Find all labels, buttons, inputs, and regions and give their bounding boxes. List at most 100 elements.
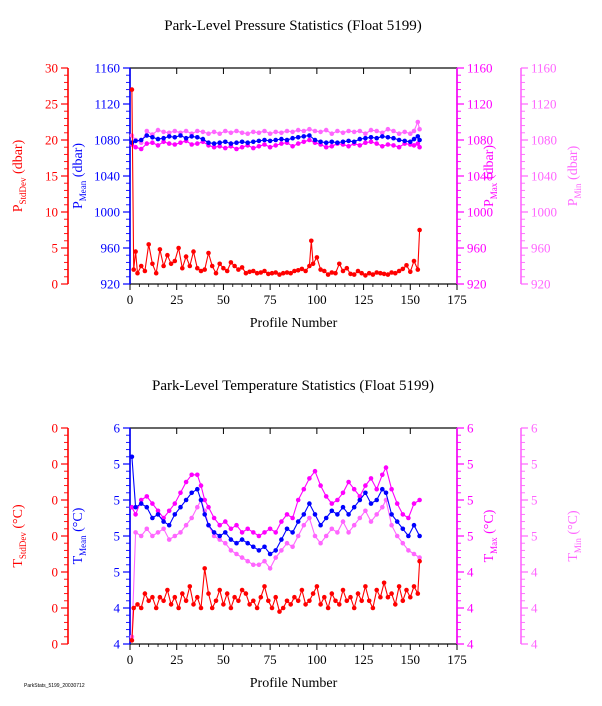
temperature-min-tick-label: 6 [531, 421, 538, 436]
pressure-stddev-point [400, 266, 406, 272]
temperature-mean-point [202, 512, 207, 517]
pressure-min-point [166, 130, 172, 136]
temperature-mean-point [195, 486, 200, 492]
pressure-stddev-point [187, 263, 193, 269]
pressure-stddev-point [142, 268, 148, 274]
pressure-max-point [166, 141, 172, 146]
temperature-max-point [380, 472, 385, 478]
temperature-stddev-point [138, 605, 144, 611]
pressure-max-point [368, 139, 374, 145]
pressure-stddev-point [131, 267, 136, 272]
pressure-mean-point [385, 135, 391, 140]
temperature-stddev-point [359, 598, 365, 604]
pressure-min-point [234, 128, 239, 134]
temperature-mean-point [284, 526, 290, 532]
pressure-min-point [195, 128, 200, 134]
temperature-max-axis-label: TMax (°C) [482, 509, 499, 562]
temperature-x-tick-label: 100 [307, 652, 327, 667]
pressure-max-point [195, 141, 200, 146]
temperature-stddev-point [374, 587, 380, 593]
temperature-min-point [329, 526, 335, 532]
pressure-min-axis-label: PMin (dbar) [566, 145, 583, 206]
pressure-mean-point [368, 135, 374, 140]
temperature-max-point [267, 526, 273, 532]
temperature-min-point [307, 515, 312, 521]
pressure-mean-point [380, 134, 385, 139]
pressure-stddev-point [254, 270, 260, 276]
temperature-mean-point [340, 504, 346, 510]
temperature-min-point [411, 551, 417, 557]
pressure-max-tick-label: 1000 [467, 205, 493, 220]
pressure-mean-point [307, 133, 312, 138]
pressure-min-tick-label: 1160 [531, 61, 557, 76]
temperature-min-point [301, 522, 307, 528]
temperature-mean-point [155, 512, 161, 517]
pressure-min-point [245, 131, 250, 136]
pressure-mean-point [138, 137, 144, 143]
temperature-max-point [198, 483, 204, 488]
pressure-stddev-point [299, 266, 305, 272]
temperature-min-point [374, 512, 380, 517]
temperature-min-point [284, 540, 290, 546]
temperature-stddev-point [400, 598, 406, 604]
temperature-stddev-point [385, 594, 391, 600]
pressure-max-point [357, 143, 363, 148]
temperature-mean-point [217, 533, 222, 539]
temperature-min-point [150, 533, 155, 539]
temperature-max-point [262, 530, 267, 535]
pressure-stddev-point [135, 270, 140, 276]
temperature-stddev-point [273, 594, 279, 600]
temperature-mean-point [380, 486, 385, 492]
temperature-stddev-point [389, 591, 394, 596]
temperature-stddev-point [363, 584, 368, 589]
temperature-mean-point [400, 526, 406, 532]
pressure-min-point [172, 128, 178, 134]
temperature-max-point [374, 486, 380, 492]
pressure-mean-point [273, 137, 279, 143]
temperature-min-point [166, 537, 172, 542]
temperature-max-point [206, 504, 211, 510]
temperature-mean-point [329, 508, 335, 514]
pressure-min-tick-label: 960 [531, 241, 551, 256]
pressure-mean-point [211, 141, 217, 146]
temperature-max-point [312, 468, 318, 474]
pressure-stddev-point [378, 270, 383, 276]
temperature-stddev-point [213, 598, 219, 604]
pressure-stddev-point [150, 261, 155, 267]
pressure-mean-tick-label: 920 [101, 277, 121, 292]
temperature-max-point [211, 515, 217, 521]
pressure-max-point [267, 144, 273, 150]
temperature-x-tick-label: 50 [217, 652, 230, 667]
temperature-stddev-tick-label: 0 [52, 421, 59, 436]
temperature-stddev-point [191, 602, 196, 607]
pressure-x-tick-label: 125 [354, 292, 374, 307]
pressure-stddev-point [228, 260, 234, 265]
temperature-max-point [417, 497, 422, 503]
temperature-min-point [380, 504, 385, 510]
temperature-min-point [368, 519, 374, 524]
pressure-stddev-point [404, 263, 409, 268]
temperature-stddev-point [333, 598, 338, 604]
temperature-stddev-point [322, 594, 327, 600]
pressure-min-point [391, 128, 396, 134]
pressure-mean-point [262, 137, 267, 143]
pressure-max-point [150, 140, 155, 145]
temperature-x-tick-label: 150 [401, 652, 421, 667]
temperature-mean-point [133, 504, 138, 510]
temperature-min-point [389, 522, 394, 528]
pressure-stddev-point [273, 270, 279, 275]
pressure-min-point [340, 130, 346, 136]
pressure-min-point [374, 128, 380, 134]
temperature-stddev-point [337, 602, 342, 607]
temperature-min-point [340, 519, 346, 524]
temperature-x-tick-label: 25 [170, 652, 183, 667]
temperature-min-point [312, 533, 318, 539]
temperature-max-point [273, 530, 279, 535]
pressure-min-tick-label: 1120 [531, 97, 557, 112]
pressure-stddev-axis-label: PStdDev (dbar) [11, 139, 28, 212]
pressure-stddev-point [209, 263, 215, 269]
temperature-max-tick-label: 4 [467, 637, 474, 652]
pressure-stddev-point [337, 261, 342, 267]
pressure-max-point [417, 144, 422, 150]
temperature-max-point [189, 472, 194, 478]
